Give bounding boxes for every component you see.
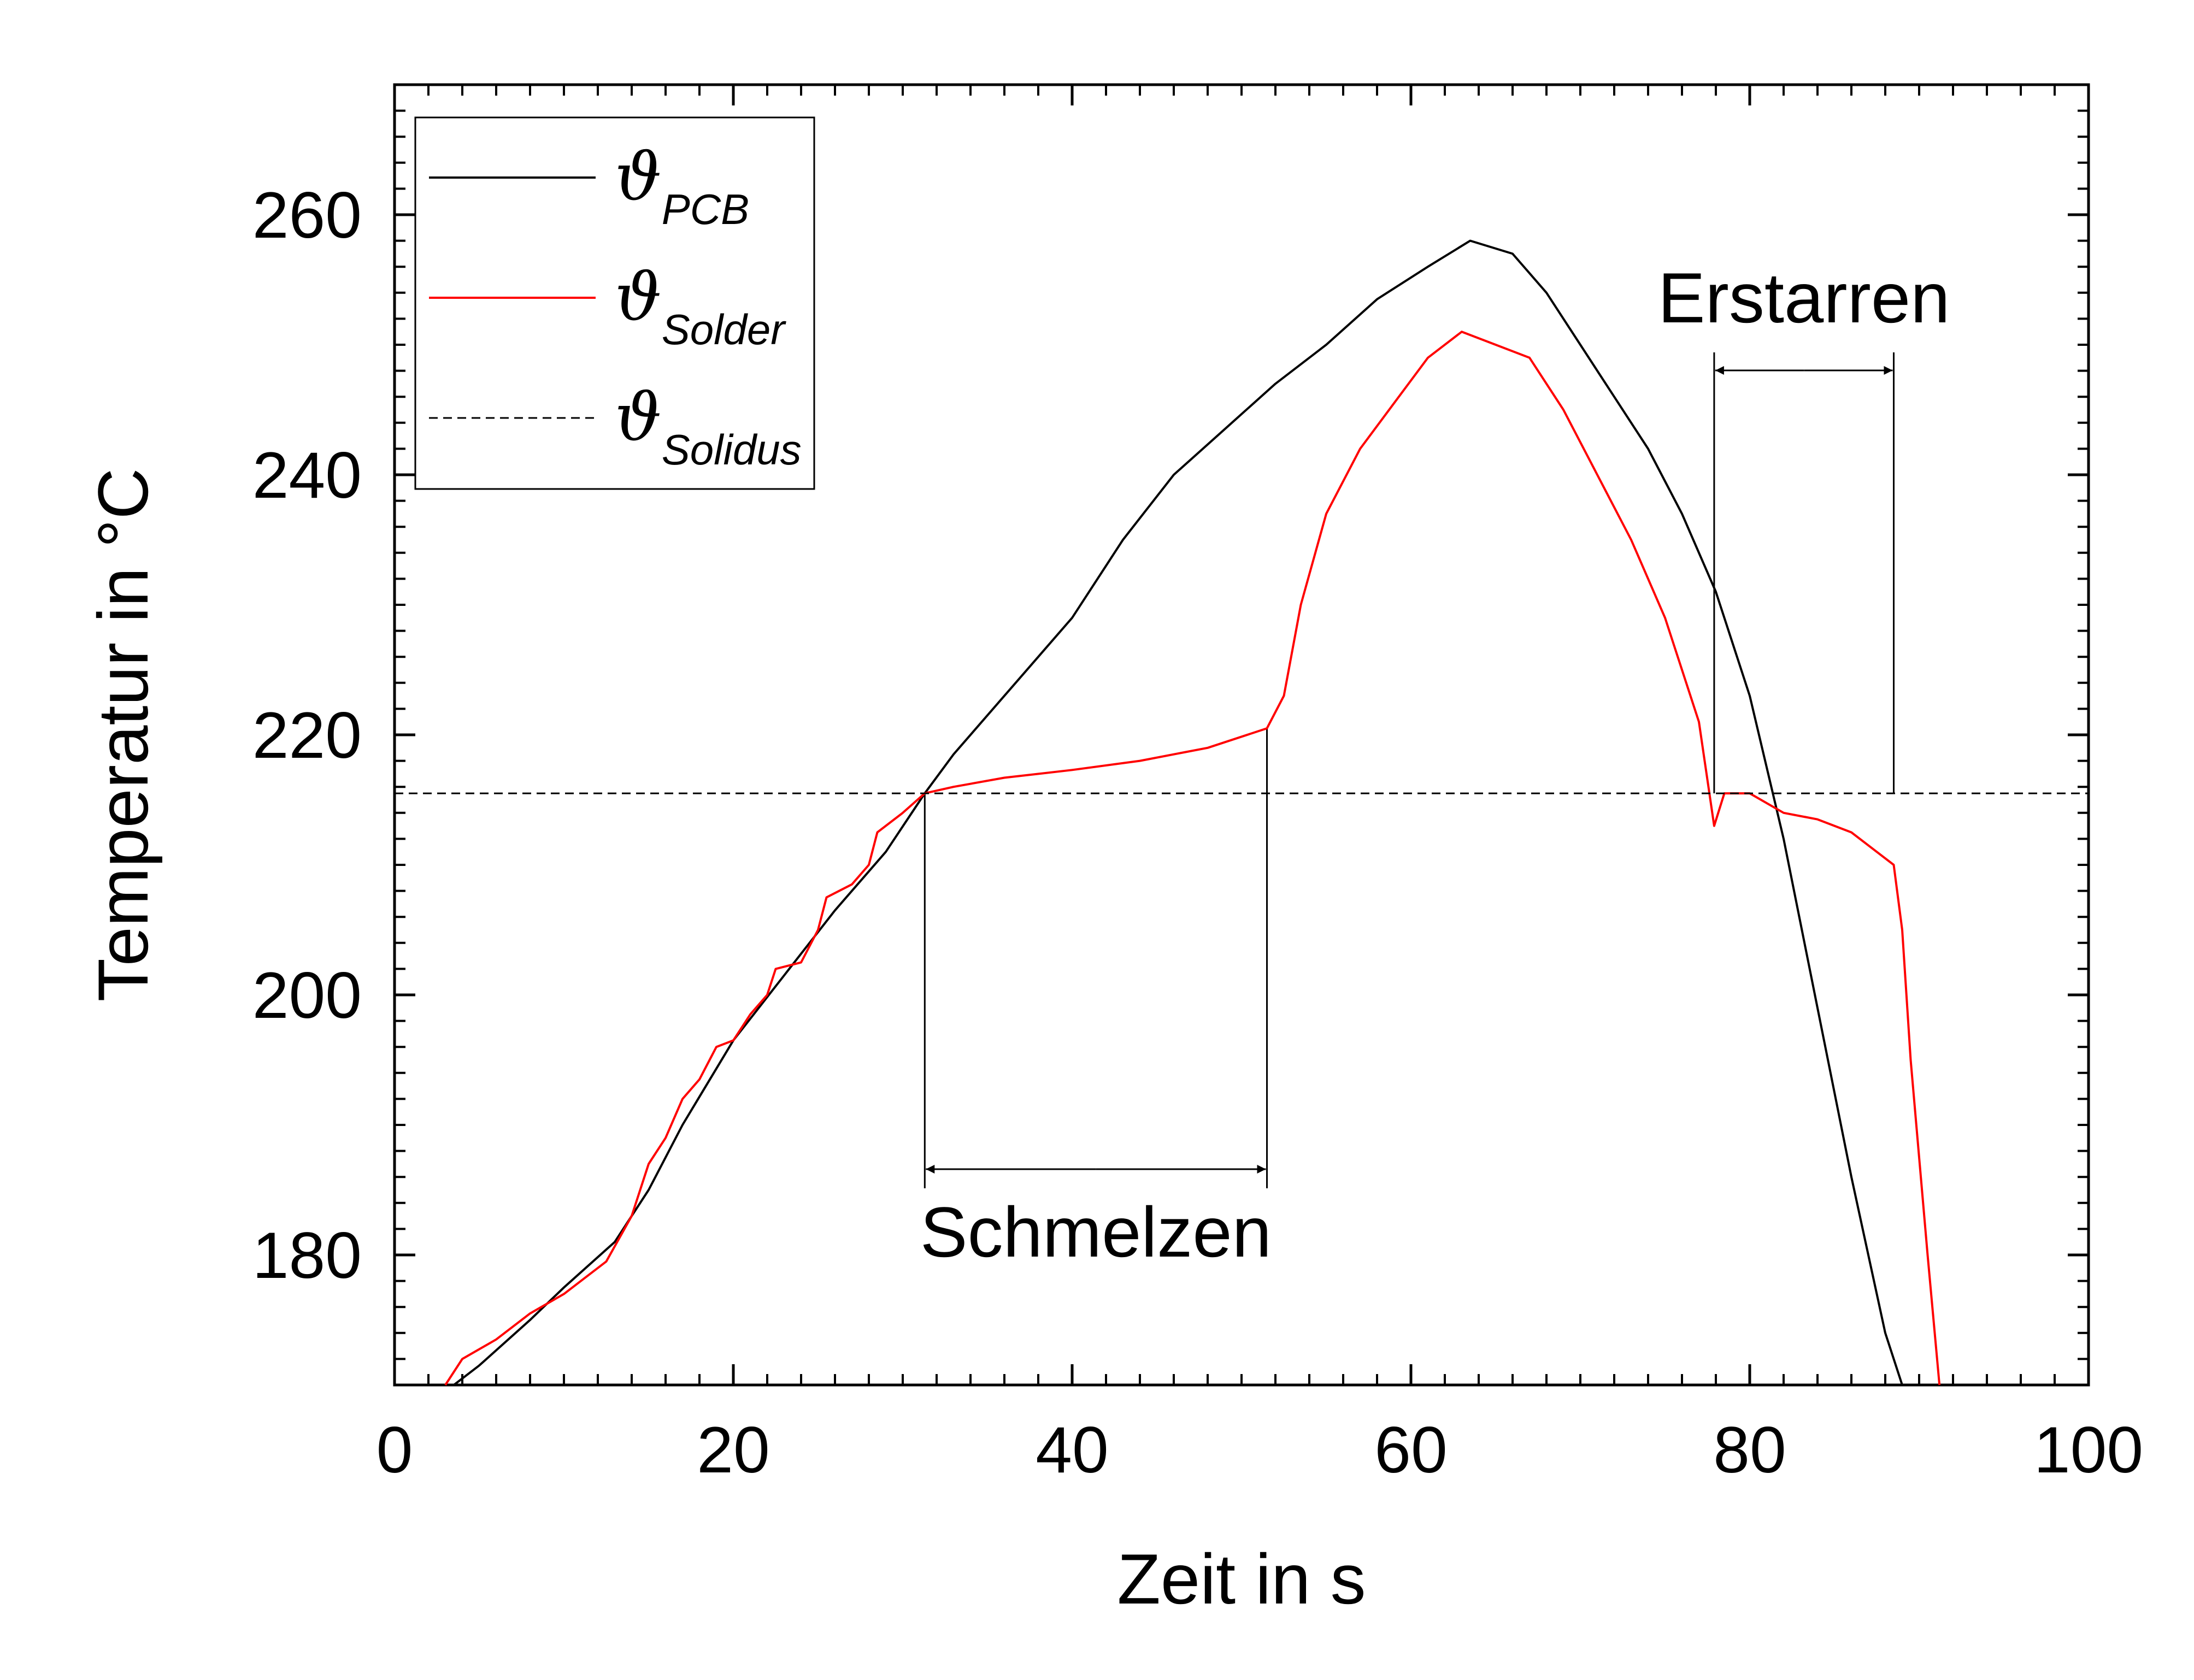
y-tick-label: 240 [252,439,362,512]
y-tick-label: 260 [252,179,362,252]
y-axis-title: Temperatur in °C [83,468,163,1002]
x-tick-label: 0 [377,1413,413,1487]
legend-box [414,116,815,490]
x-tick-label: 60 [1374,1413,1447,1487]
x-axis-title: Zeit in s [1117,1539,1366,1619]
legend-subscript: Solder [662,305,786,353]
legend-subscript: Solidus [662,426,802,474]
x-tick-label: 100 [2034,1413,2143,1487]
annotation-label-erstarren: Erstarren [1658,258,1950,338]
x-tick-label: 80 [1713,1413,1786,1487]
legend-subscript: PCB [662,185,749,233]
y-tick-label: 180 [252,1219,362,1292]
series-line-pcb [453,239,1903,1386]
ticks: 0 20 40 60 80 100 180 200 220 240 260 [252,85,2143,1487]
x-tick-label: 20 [697,1413,769,1487]
annotation-label-schmelzen: Schmelzen [920,1192,1272,1272]
annotations: Schmelzen Erstarren [920,258,1950,1272]
series-layer [395,239,2089,1386]
y-tick-label: 220 [252,699,362,772]
y-tick-label: 200 [252,959,362,1032]
x-tick-label: 40 [1036,1413,1108,1487]
